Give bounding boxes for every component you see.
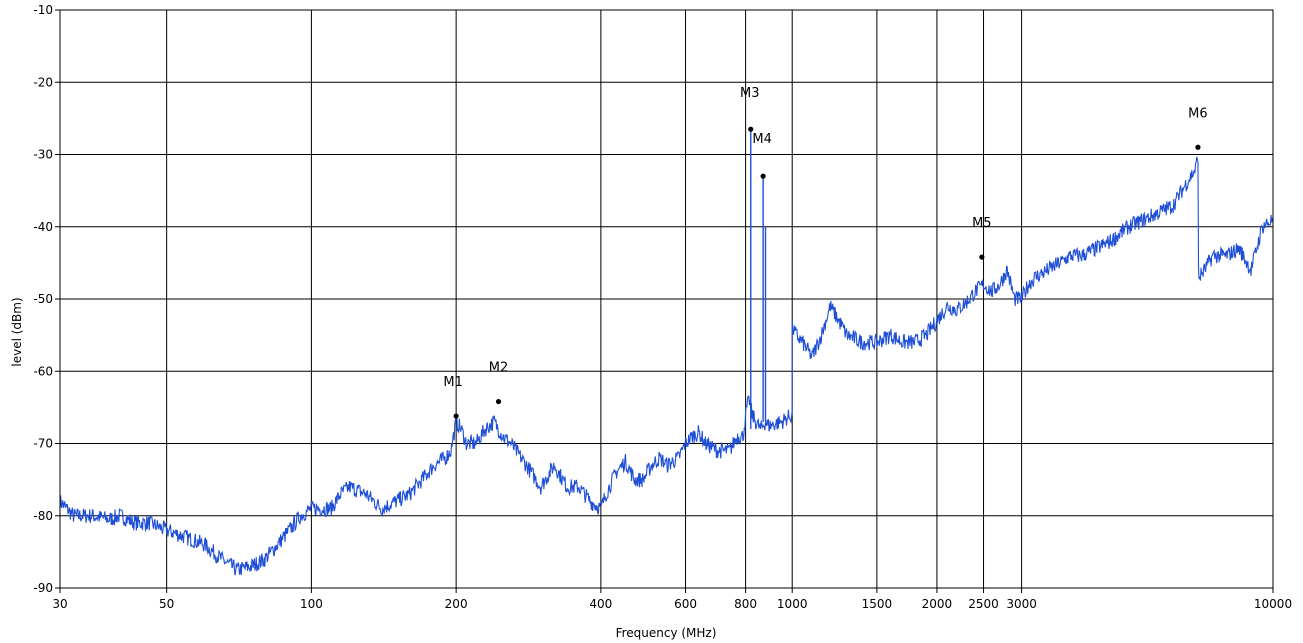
x-tick-label: 1000 bbox=[777, 597, 808, 611]
x-tick-label: 10000 bbox=[1254, 597, 1292, 611]
marker-point bbox=[979, 254, 985, 260]
x-tick-label: 50 bbox=[159, 597, 174, 611]
y-tick-label: -20 bbox=[33, 75, 53, 89]
x-tick-label: 100 bbox=[300, 597, 323, 611]
x-tick-label: 2000 bbox=[922, 597, 953, 611]
x-tick-label: 3000 bbox=[1006, 597, 1037, 611]
y-tick-label: -60 bbox=[33, 364, 53, 378]
y-tick-label: -80 bbox=[33, 509, 53, 523]
marker-label: M3 bbox=[740, 86, 760, 101]
x-tick-label: 400 bbox=[589, 597, 612, 611]
marker-label: M4 bbox=[752, 132, 772, 147]
marker-label: M1 bbox=[443, 375, 463, 390]
marker-layer: M1 M2 M3 M4 M5 M6 bbox=[443, 86, 1208, 419]
x-tick-label: 30 bbox=[52, 597, 67, 611]
series-layer bbox=[59, 129, 1274, 576]
y-tick-label: -90 bbox=[33, 581, 53, 595]
marker-label: M5 bbox=[972, 216, 992, 231]
x-axis-title: Frequency (MHz) bbox=[616, 626, 717, 640]
marker-point bbox=[1195, 144, 1201, 150]
marker-label: M6 bbox=[1188, 106, 1208, 121]
x-tick-label: 200 bbox=[445, 597, 468, 611]
x-tick-label: 600 bbox=[674, 597, 697, 611]
marker-point bbox=[453, 413, 459, 419]
grid-layer bbox=[55, 9, 1274, 593]
x-tick-label: 800 bbox=[734, 597, 757, 611]
y-tick-label: -10 bbox=[33, 3, 53, 17]
marker-point bbox=[760, 173, 766, 179]
y-tick-label: -30 bbox=[33, 148, 53, 162]
y-axis-title: level (dBm) bbox=[10, 297, 24, 366]
x-tick-label: 1500 bbox=[862, 597, 893, 611]
x-tick-label: 2500 bbox=[968, 597, 999, 611]
plot-frame bbox=[59, 9, 1274, 589]
tick-layer: 30 50 100 200 400 600 800 1000 1500 2000 2500 3000 1… bbox=[33, 3, 1292, 611]
y-tick-label: -70 bbox=[33, 437, 53, 451]
y-tick-label: -40 bbox=[33, 220, 53, 234]
marker-point bbox=[748, 126, 754, 132]
series-line bbox=[59, 156, 1274, 576]
marker-label: M2 bbox=[489, 361, 509, 376]
marker-point bbox=[495, 398, 502, 405]
y-tick-label: -50 bbox=[33, 292, 53, 306]
